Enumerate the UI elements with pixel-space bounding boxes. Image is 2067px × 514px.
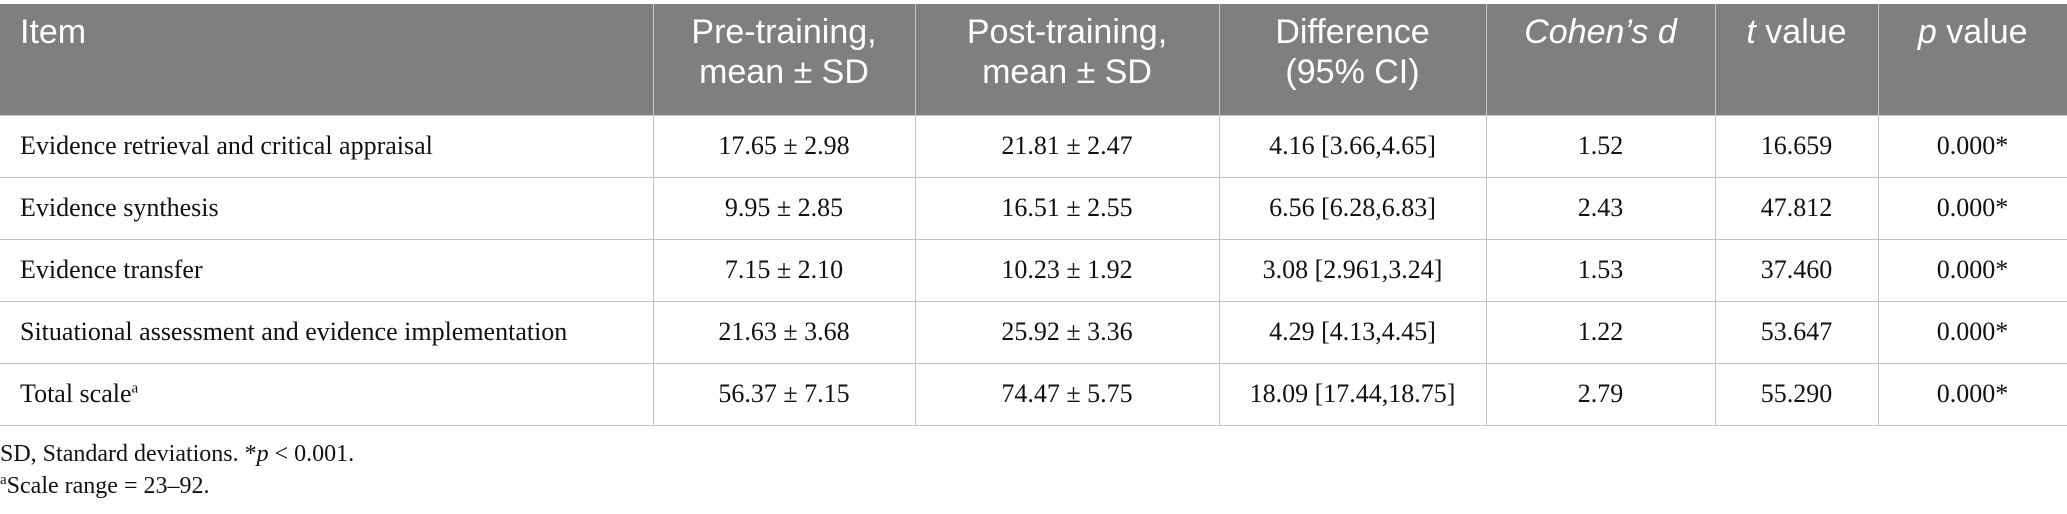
cell-d: 2.43 <box>1485 176 1715 239</box>
table-row: Evidence synthesis 9.95 ± 2.85 16.51 ± 2… <box>0 176 2067 239</box>
footnote-marker: a <box>131 380 139 397</box>
cell-t: 16.659 <box>1714 114 1878 177</box>
cell-diff: 4.16 [3.66,4.65] <box>1218 114 1486 177</box>
cell-post: 21.81 ± 2.47 <box>914 114 1219 177</box>
cell-post: 10.23 ± 1.92 <box>914 238 1219 301</box>
cell-p: 0.000* <box>1877 114 2067 177</box>
cell-post: 74.47 ± 5.75 <box>914 362 1219 426</box>
cell-t: 47.812 <box>1714 176 1878 239</box>
cell-p: 0.000* <box>1877 362 2067 426</box>
header-p-value: p value <box>1877 4 2067 115</box>
table-row: Total scalea 56.37 ± 7.15 74.47 ± 5.75 1… <box>0 362 2067 426</box>
cell-item: Situational assessment and evidence impl… <box>0 300 653 363</box>
cell-pre: 7.15 ± 2.10 <box>652 238 915 301</box>
header-difference: Difference (95% CI) <box>1218 4 1486 115</box>
header-post-training: Post-training, mean ± SD <box>914 4 1219 115</box>
cell-item: Evidence transfer <box>0 238 653 301</box>
cell-t: 53.647 <box>1714 300 1878 363</box>
cell-t: 37.460 <box>1714 238 1878 301</box>
cell-diff: 18.09 [17.44,18.75] <box>1218 362 1486 426</box>
cell-item: Total scalea <box>0 362 653 426</box>
header-row: Item Pre-training, mean ± SD Post-trainin… <box>0 4 2067 115</box>
cell-post: 25.92 ± 3.36 <box>914 300 1219 363</box>
table-footnotes: SD, Standard deviations. *p < 0.001. aSc… <box>0 438 354 502</box>
cell-d: 1.53 <box>1485 238 1715 301</box>
results-table: Item Pre-training, mean ± SD Post-trainin… <box>0 4 2067 426</box>
table-row: Evidence retrieval and critical appraisa… <box>0 114 2067 177</box>
table-row: Situational assessment and evidence impl… <box>0 300 2067 363</box>
header-cohens-d: Cohen’s d <box>1485 4 1715 115</box>
cell-pre: 17.65 ± 2.98 <box>652 114 915 177</box>
header-t-value: t value <box>1714 4 1878 115</box>
cell-d: 2.79 <box>1485 362 1715 426</box>
cell-p: 0.000* <box>1877 300 2067 363</box>
footnote-scale: aScale range = 23–92. <box>0 472 210 500</box>
header-item: Item <box>0 4 653 115</box>
cell-p: 0.000* <box>1877 176 2067 239</box>
cell-diff: 3.08 [2.961,3.24] <box>1218 238 1486 301</box>
cell-pre: 56.37 ± 7.15 <box>652 362 915 426</box>
cell-d: 1.52 <box>1485 114 1715 177</box>
cell-d: 1.22 <box>1485 300 1715 363</box>
cell-item: Evidence synthesis <box>0 176 653 239</box>
cell-diff: 4.29 [4.13,4.45] <box>1218 300 1486 363</box>
table-row: Evidence transfer 7.15 ± 2.10 10.23 ± 1.… <box>0 238 2067 301</box>
cell-item: Evidence retrieval and critical appraisa… <box>0 114 653 177</box>
cell-pre: 21.63 ± 3.68 <box>652 300 915 363</box>
footnote-sd: SD, Standard deviations. *p < 0.001. <box>0 441 355 467</box>
cell-post: 16.51 ± 2.55 <box>914 176 1219 239</box>
cell-pre: 9.95 ± 2.85 <box>652 176 915 239</box>
cell-diff: 6.56 [6.28,6.83] <box>1218 176 1486 239</box>
header-pre-training: Pre-training, mean ± SD <box>652 4 915 115</box>
cell-p: 0.000* <box>1877 238 2067 301</box>
cell-t: 55.290 <box>1714 362 1878 426</box>
